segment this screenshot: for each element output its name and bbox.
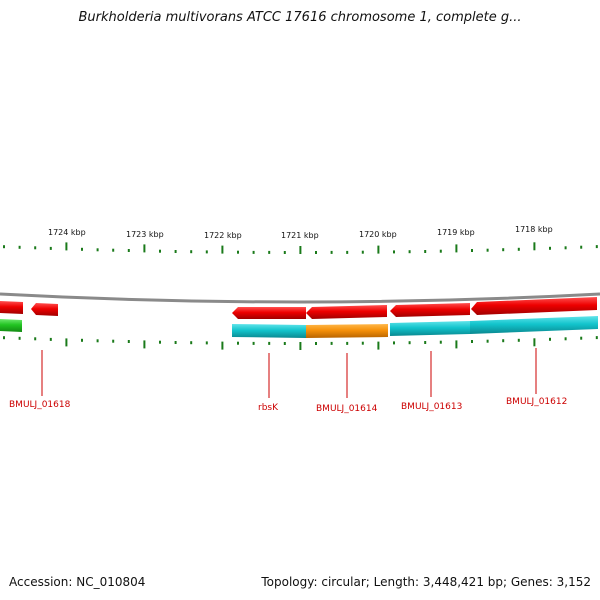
- accession-text: Accession: NC_010804: [9, 575, 146, 589]
- gene-feature-outer-left[interactable]: [31, 303, 58, 316]
- outer-tick-row: [3, 242, 598, 254]
- scale-label-1724: 1724 kbp: [48, 228, 86, 237]
- gene-feature-bmulj-01613-arrow[interactable]: [390, 303, 470, 317]
- gene-category-cyan-01613[interactable]: [390, 321, 470, 336]
- gene-labels: BMULJ_01618 rbsK BMULJ_01614 BMULJ_01613…: [9, 397, 567, 414]
- gene-feature-bmulj-01614-arrow[interactable]: [306, 305, 387, 319]
- gene-label-bmulj-01612[interactable]: BMULJ_01612: [506, 397, 567, 407]
- gene-feature-outer-edge-left[interactable]: [0, 301, 23, 314]
- gene-track-inner: [0, 316, 598, 338]
- gene-track-outer: [0, 297, 597, 319]
- chromosome-backbone: [0, 292, 600, 304]
- gene-category-green[interactable]: [0, 319, 22, 332]
- map-title: Burkholderia multivorans ATCC 17616 chro…: [78, 10, 522, 25]
- scale-label-1722: 1722 kbp: [204, 231, 242, 240]
- scale-labels: 1724 kbp 1723 kbp 1722 kbp 1721 kbp 1720…: [48, 225, 553, 240]
- gene-label-bmulj-01614[interactable]: BMULJ_01614: [316, 404, 378, 414]
- gene-category-orange-01614[interactable]: [306, 324, 388, 338]
- scale-label-1721: 1721 kbp: [281, 231, 319, 240]
- gene-label-lines: [41, 348, 537, 398]
- gene-category-cyan-01612[interactable]: [470, 316, 598, 334]
- inner-tick-row: [3, 336, 598, 350]
- scale-label-1720: 1720 kbp: [359, 230, 397, 239]
- gene-label-bmulj-01613[interactable]: BMULJ_01613: [401, 402, 462, 412]
- gene-category-cyan-rbsK[interactable]: [232, 324, 306, 338]
- scale-label-1723: 1723 kbp: [126, 230, 164, 239]
- gene-feature-bmulj-01612-arrow[interactable]: [471, 297, 597, 315]
- genome-stats-text: Topology: circular; Length: 3,448,421 bp…: [261, 575, 591, 589]
- scale-label-1718: 1718 kbp: [515, 225, 553, 234]
- scale-label-1719: 1719 kbp: [437, 228, 475, 237]
- gene-label-rbsK[interactable]: rbsK: [258, 403, 279, 413]
- gene-feature-rbsK-arrow[interactable]: [232, 307, 306, 319]
- gene-label-bmulj-01618[interactable]: BMULJ_01618: [9, 400, 71, 410]
